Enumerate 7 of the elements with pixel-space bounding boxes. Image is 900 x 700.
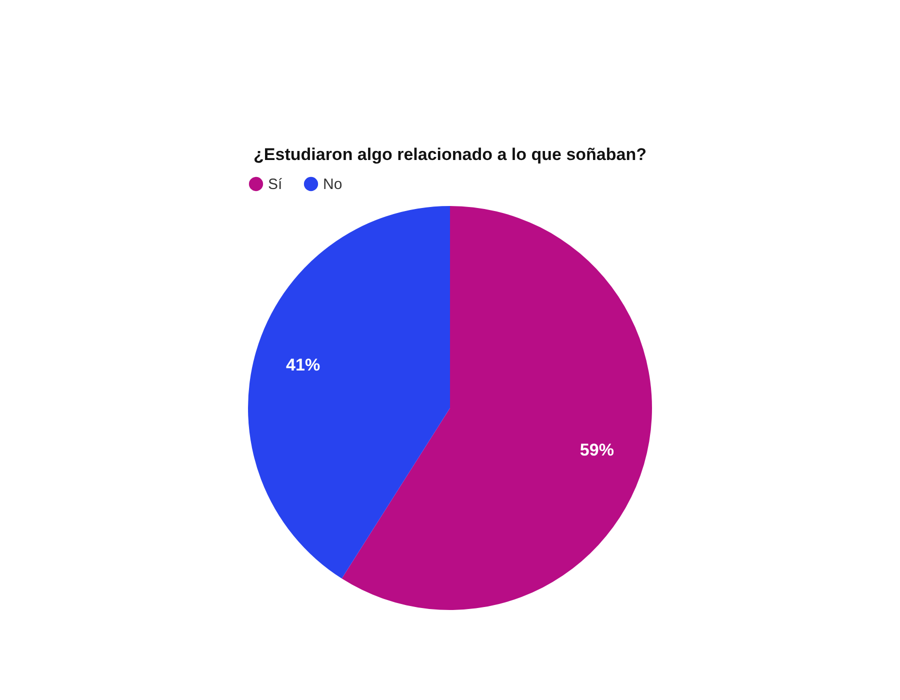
pie-slice <box>342 206 652 610</box>
data-label: 59% <box>580 440 614 460</box>
data-label: 41% <box>286 355 320 374</box>
chart-title: ¿Estudiaron algo relacionado a lo que soñaban? <box>254 145 646 164</box>
pie-slice <box>248 206 450 579</box>
legend-label: No <box>323 176 342 193</box>
legend-label: Sí <box>268 176 284 193</box>
